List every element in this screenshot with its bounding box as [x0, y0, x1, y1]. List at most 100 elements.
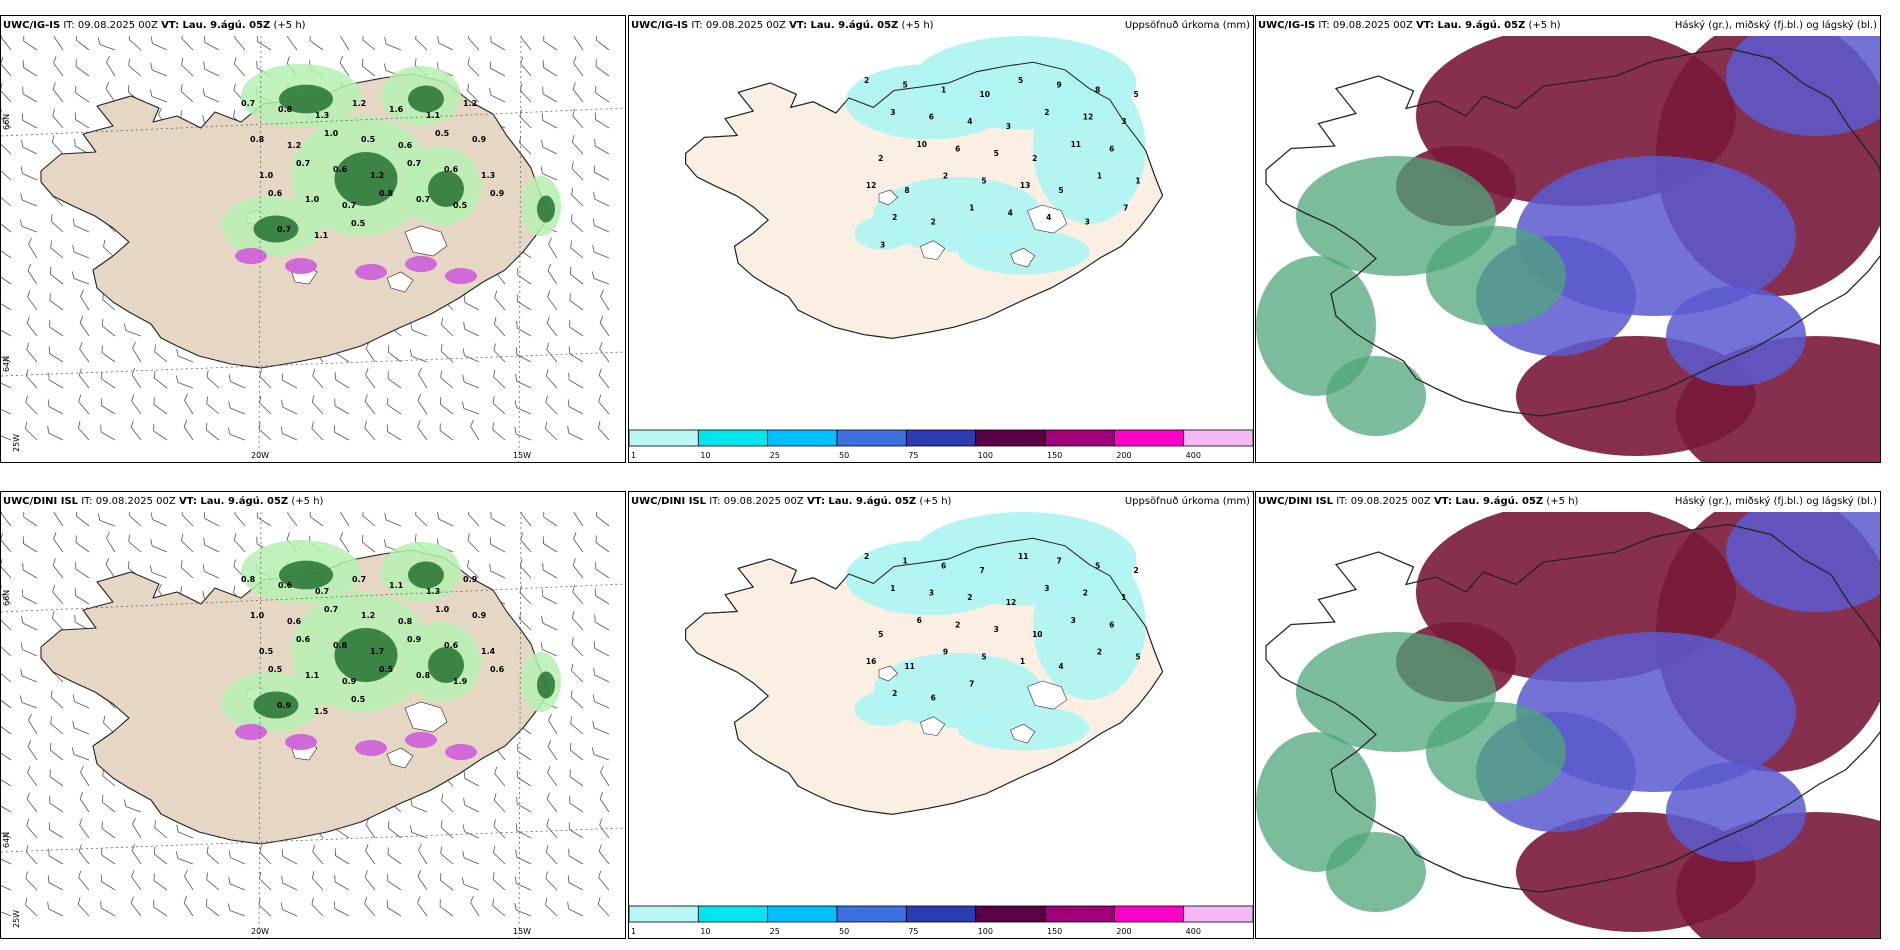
precip-value: 0.6: [444, 641, 459, 650]
colorbar-swatch: [767, 429, 838, 447]
precip-value: 0.8: [379, 189, 394, 198]
precip-value: 1.3: [426, 587, 440, 596]
longitude-line: [518, 36, 522, 462]
panel-dini-accum-precip: UWC/DINI ISL IT: 09.08.2025 00Z VT: Lau.…: [628, 491, 1254, 939]
precip-value: 1.2: [361, 611, 375, 620]
accum-value: 3: [1121, 117, 1126, 126]
precip-value: 1.0: [259, 171, 274, 180]
precip-value: 0.8: [416, 671, 431, 680]
mid-cloud: [1666, 762, 1806, 862]
accum-value: 1: [941, 85, 946, 94]
accum-value: 5: [1058, 186, 1063, 195]
accum-value: 3: [890, 108, 895, 117]
accum-value: 3: [994, 625, 999, 634]
precip-value: 1.2: [352, 99, 366, 108]
precip-value: 0.5: [435, 129, 450, 138]
accum-value: 6: [917, 616, 922, 625]
precip-value: 1.7: [370, 647, 384, 656]
precip-value: 0.5: [268, 665, 283, 674]
precip-value: 0.6: [444, 165, 459, 174]
mid-cloud: [1726, 36, 1880, 136]
precip-core: [279, 560, 333, 590]
accum-value: 2: [892, 213, 897, 222]
colorbar-swatch: [1044, 429, 1115, 447]
accum-value: 2: [892, 689, 897, 698]
mid-cloud: [1666, 286, 1806, 386]
accum-value: 4: [967, 117, 972, 126]
cloud-map: [1256, 36, 1880, 462]
high-cloud: [1426, 226, 1566, 326]
colorbar-tick: 75: [908, 927, 918, 936]
snow-area: [285, 734, 317, 750]
precip-value: 0.6: [296, 635, 311, 644]
panel-dini-wind-precip: UWC/DINI ISL IT: 09.08.2025 00Z VT: Lau.…: [0, 491, 626, 939]
panel-title: Háský (gr.), miðský (fj.bl.) og lágský (…: [1674, 20, 1877, 31]
accum-value: 5: [981, 652, 986, 661]
accum-value: 16: [866, 657, 876, 666]
colorbar-tick: 100: [978, 927, 993, 936]
precip-value: 1.1: [314, 231, 329, 240]
colorbar: 1 10 25 50 75 100 150 200 400: [629, 429, 1253, 460]
accum-value: 11: [1071, 140, 1081, 149]
accum-value: 5: [994, 149, 999, 158]
iceland-map: [40, 64, 561, 369]
precip-value: 1.4: [481, 647, 496, 656]
accum-value: 11: [1018, 552, 1028, 561]
accum-value: 13: [1020, 181, 1030, 190]
accum-value: 2: [864, 76, 869, 85]
accum-area: [854, 692, 911, 727]
cloud-map: [1256, 512, 1880, 938]
wind-precip-map: 66N 64N 20W 15W 25W 0.8 0.6 0.7 0.7 1.1 1.3 0.9 1.0 0…: [1, 512, 625, 938]
snow-area: [355, 740, 387, 756]
precip-value: 1.0: [305, 195, 320, 204]
panel-header: UWC/IG-IS IT: 09.08.2025 00Z VT: Lau. 9.…: [631, 20, 934, 31]
colorbar-swatch: [836, 429, 907, 447]
lat-label: 66N: [2, 114, 11, 130]
colorbar: 1 10 25 50 75 100 150 200 400: [629, 905, 1253, 936]
colorbar-tick: 25: [770, 451, 780, 460]
glacier: [404, 701, 448, 733]
colorbar-swatch: [975, 429, 1046, 447]
glacier: [404, 225, 448, 257]
accum-value: 7: [969, 680, 974, 689]
precip-value: 0.7: [352, 575, 366, 584]
precip-value: 1.0: [435, 605, 450, 614]
longitude-line: [258, 512, 262, 938]
accum-value: 3: [880, 240, 885, 249]
accum-value: 1: [969, 204, 974, 213]
accum-value: 6: [929, 113, 934, 122]
snow-area: [405, 256, 437, 272]
precip-value: 0.8: [241, 575, 256, 584]
glacier: [878, 665, 899, 682]
accum-value: 4: [1008, 208, 1013, 217]
accum-area: [1033, 73, 1146, 224]
precip-core: [537, 671, 555, 699]
panel-igis-accum-precip: UWC/IG-IS IT: 09.08.2025 00Z VT: Lau. 9.…: [628, 15, 1254, 463]
colorbar-tick: 10: [700, 451, 710, 460]
precip-value: 0.7: [407, 159, 421, 168]
precip-core: [408, 561, 444, 589]
accum-value: 1: [1121, 593, 1126, 602]
accum-value: 3: [1044, 584, 1049, 593]
precip-value: 0.7: [315, 587, 329, 596]
colorbar-tick: 75: [908, 451, 918, 460]
coastline: [1265, 523, 1880, 893]
precip-value: 0.7: [324, 605, 338, 614]
colorbar-tick: 50: [839, 927, 849, 936]
accum-value: 2: [1044, 108, 1049, 117]
accum-value: 6: [955, 144, 960, 153]
accum-value: 4: [1046, 213, 1051, 222]
accum-value: 7: [979, 566, 984, 575]
accum-value: 2: [864, 552, 869, 561]
precip-value: 1.0: [250, 611, 265, 620]
precip-value: 0.6: [490, 665, 505, 674]
glacier: [1027, 204, 1068, 234]
panel-igis-clouds: UWC/IG-IS IT: 09.08.2025 00Z VT: Lau. 9.…: [1255, 15, 1881, 463]
accum-value: 3: [929, 589, 934, 598]
snow-area: [445, 744, 477, 760]
colorbar-swatch: [767, 905, 838, 923]
accum-value: 6: [1109, 144, 1114, 153]
accum-value: 8: [904, 186, 909, 195]
accum-value: 10: [917, 140, 927, 149]
lon-label: 15W: [513, 451, 531, 460]
